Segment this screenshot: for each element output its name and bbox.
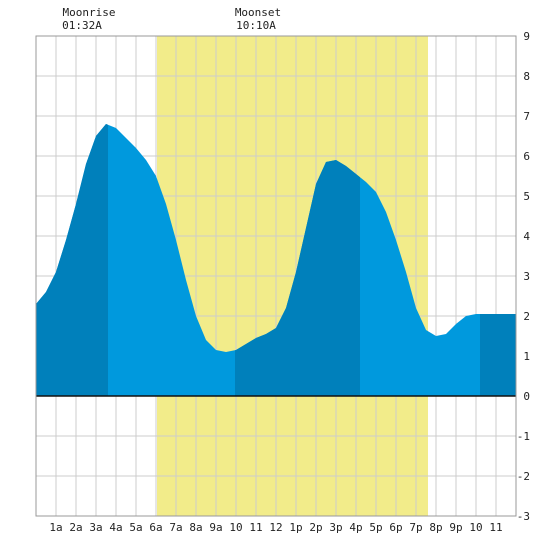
x-tick-label: 4a [109, 521, 122, 534]
tide-area-dark-band [36, 124, 108, 396]
moonrise-annotation: Moonrise 01:32A [62, 6, 115, 32]
y-tick-label: 6 [523, 150, 530, 163]
x-tick-label: 7a [169, 521, 182, 534]
x-tick-label: 2a [69, 521, 82, 534]
x-tick-label: 9p [449, 521, 462, 534]
tide-area-dark-band [235, 160, 360, 396]
moonrise-label: Moonrise [63, 6, 116, 19]
moonset-annotation: Moonset 10:10A [235, 6, 281, 32]
x-tick-label: 11 [489, 521, 502, 534]
tide-area [36, 124, 516, 396]
x-tick-label: 9a [209, 521, 222, 534]
x-tick-label: 12 [269, 521, 282, 534]
x-tick-label: 1p [289, 521, 302, 534]
x-tick-label: 11 [249, 521, 262, 534]
x-tick-label: 2p [309, 521, 322, 534]
tide-area-dark-band [480, 314, 516, 396]
y-tick-label: 0 [523, 390, 530, 403]
x-tick-label: 1a [49, 521, 62, 534]
x-tick-label: 6a [149, 521, 162, 534]
y-tick-label: -2 [517, 470, 530, 483]
y-tick-label: 3 [523, 270, 530, 283]
y-tick-label: 1 [523, 350, 530, 363]
x-tick-label: 4p [349, 521, 362, 534]
y-tick-label: 2 [523, 310, 530, 323]
y-tick-label: 4 [523, 230, 530, 243]
x-tick-label: 6p [389, 521, 402, 534]
moonrise-time: 01:32A [62, 19, 102, 32]
y-tick-label: 8 [523, 70, 530, 83]
x-tick-label: 3p [329, 521, 342, 534]
moonset-label: Moonset [235, 6, 281, 19]
x-tick-label: 3a [89, 521, 102, 534]
x-tick-label: 7p [409, 521, 422, 534]
moonset-time: 10:10A [236, 19, 276, 32]
x-tick-label: 10 [229, 521, 242, 534]
x-tick-label: 8p [429, 521, 442, 534]
x-tick-label: 10 [469, 521, 482, 534]
y-tick-label: 9 [523, 30, 530, 43]
y-tick-label: -3 [517, 510, 530, 523]
x-tick-label: 5p [369, 521, 382, 534]
y-tick-label: -1 [517, 430, 530, 443]
y-tick-label: 7 [523, 110, 530, 123]
y-tick-label: 5 [523, 190, 530, 203]
plot-frame [35, 35, 517, 517]
x-tick-label: 5a [129, 521, 142, 534]
x-tick-label: 8a [189, 521, 202, 534]
